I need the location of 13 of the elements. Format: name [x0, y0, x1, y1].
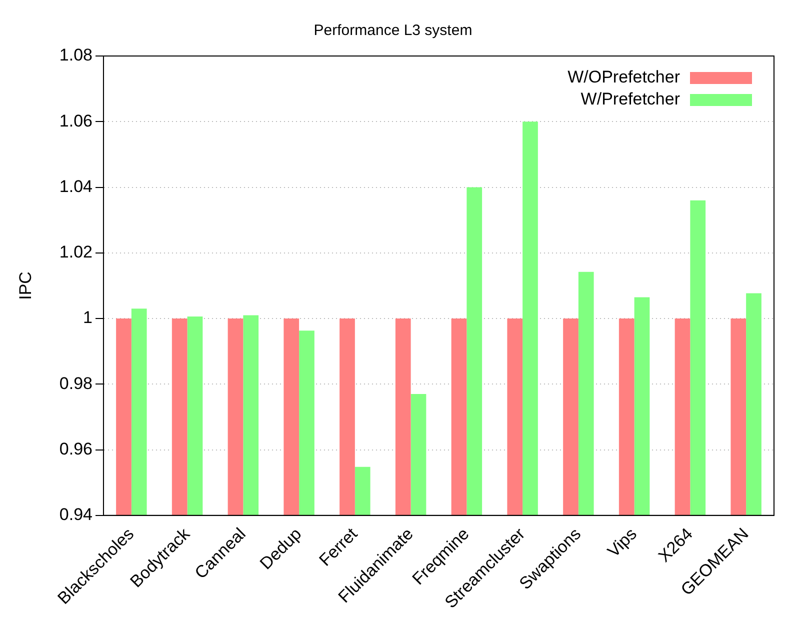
chart-title: Performance L3 system [314, 22, 472, 40]
y-tick-label: 1.06 [59, 111, 92, 130]
y-tick-label: 0.94 [59, 505, 92, 524]
legend-label: W/OPrefetcher [568, 68, 680, 87]
y-tick-label: 1.02 [59, 242, 92, 262]
y-tick-label: 1.08 [59, 46, 92, 65]
y-axis-title: IPC [16, 272, 35, 300]
y-tick-label: 0.98 [59, 374, 92, 393]
x-tick-label: Vips [604, 524, 640, 561]
y-tick-label: 1.04 [59, 176, 92, 196]
y-tick-label: 1 [83, 308, 92, 328]
legend-label: W/Prefetcher [580, 90, 680, 109]
y-tick-label: 0.96 [59, 439, 92, 458]
